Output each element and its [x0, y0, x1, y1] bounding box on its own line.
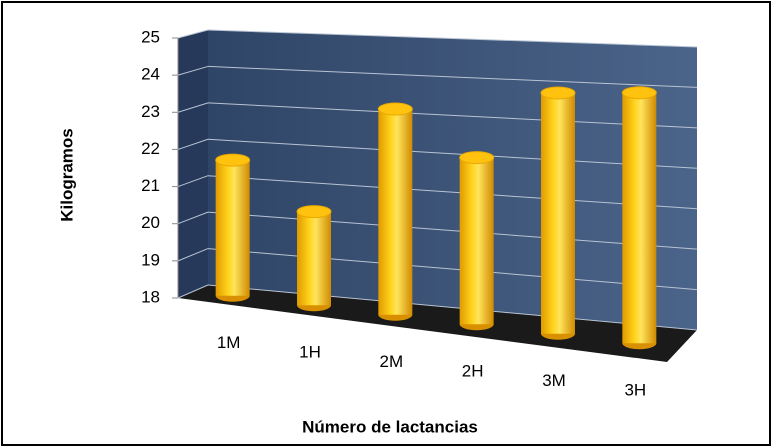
y-axis-title: Kilogramos — [57, 128, 76, 222]
grid-line — [207, 102, 698, 129]
bar — [459, 151, 495, 331]
bar — [621, 86, 657, 350]
y-tick-label: 22 — [141, 139, 160, 158]
grid-line — [177, 211, 209, 225]
grid-line — [207, 65, 698, 88]
bar — [377, 102, 413, 321]
grid-line — [177, 175, 209, 188]
x-tick-label: 2H — [462, 362, 484, 381]
y-tick-label: 21 — [141, 176, 160, 195]
y-tick-label: 25 — [141, 27, 160, 46]
grid-line — [177, 102, 209, 113]
grid-line — [207, 138, 698, 169]
grid-line — [207, 248, 698, 291]
x-axis-title: Número de lactancias — [302, 417, 478, 436]
grid-line — [207, 211, 698, 250]
x-tick-label: 3H — [624, 381, 646, 400]
grid-line — [207, 29, 698, 48]
x-tick-label: 2M — [380, 352, 404, 371]
y-tick-label: 24 — [141, 65, 160, 84]
grid-line — [207, 175, 698, 210]
bar — [296, 205, 332, 312]
grid-line — [207, 284, 698, 331]
grid-line — [177, 138, 209, 150]
bar — [215, 153, 251, 302]
bar — [540, 86, 576, 340]
x-tick-label: 3M — [542, 371, 566, 390]
grid-line — [177, 29, 209, 39]
y-tick-label: 23 — [141, 102, 160, 121]
x-tick-label: 1H — [299, 343, 321, 362]
side-wall — [178, 30, 208, 298]
y-tick-label: 18 — [141, 287, 160, 306]
y-tick-label: 20 — [141, 213, 160, 232]
grid-line — [177, 284, 209, 299]
grid-line — [177, 248, 209, 262]
grid-line — [177, 65, 209, 76]
x-tick-label: 1M — [217, 333, 241, 352]
y-tick-label: 19 — [141, 250, 160, 269]
